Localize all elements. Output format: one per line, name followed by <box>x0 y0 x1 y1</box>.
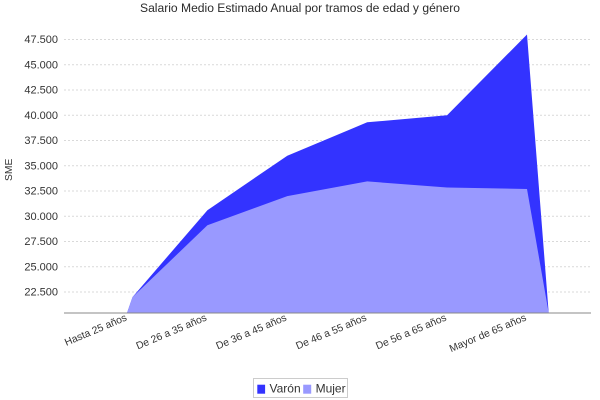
svg-text:Mayor de 65 años: Mayor de 65 años <box>448 313 528 355</box>
svg-text:De 56 a 65 años: De 56 a 65 años <box>374 313 448 353</box>
svg-text:45.000: 45.000 <box>24 59 58 71</box>
svg-text:47.500: 47.500 <box>24 34 58 46</box>
svg-text:25.000: 25.000 <box>24 261 58 273</box>
svg-text:27.500: 27.500 <box>24 236 58 248</box>
svg-text:Varón: Varón <box>270 382 301 396</box>
svg-text:32.500: 32.500 <box>24 186 58 198</box>
svg-text:35.000: 35.000 <box>24 160 58 172</box>
svg-text:42.500: 42.500 <box>24 85 58 97</box>
svg-text:22.500: 22.500 <box>24 287 58 299</box>
svg-text:40.000: 40.000 <box>24 110 58 122</box>
svg-text:Hasta 25 años: Hasta 25 años <box>63 313 128 349</box>
svg-text:30.000: 30.000 <box>24 211 58 223</box>
svg-text:37.500: 37.500 <box>24 135 58 147</box>
svg-text:De 26 a 35 años: De 26 a 35 años <box>135 313 209 353</box>
svg-text:De 36 a 45 años: De 36 a 45 años <box>215 313 289 353</box>
svg-text:Mujer: Mujer <box>316 382 346 396</box>
svg-text:De 46 a 55 años: De 46 a 55 años <box>295 313 369 353</box>
